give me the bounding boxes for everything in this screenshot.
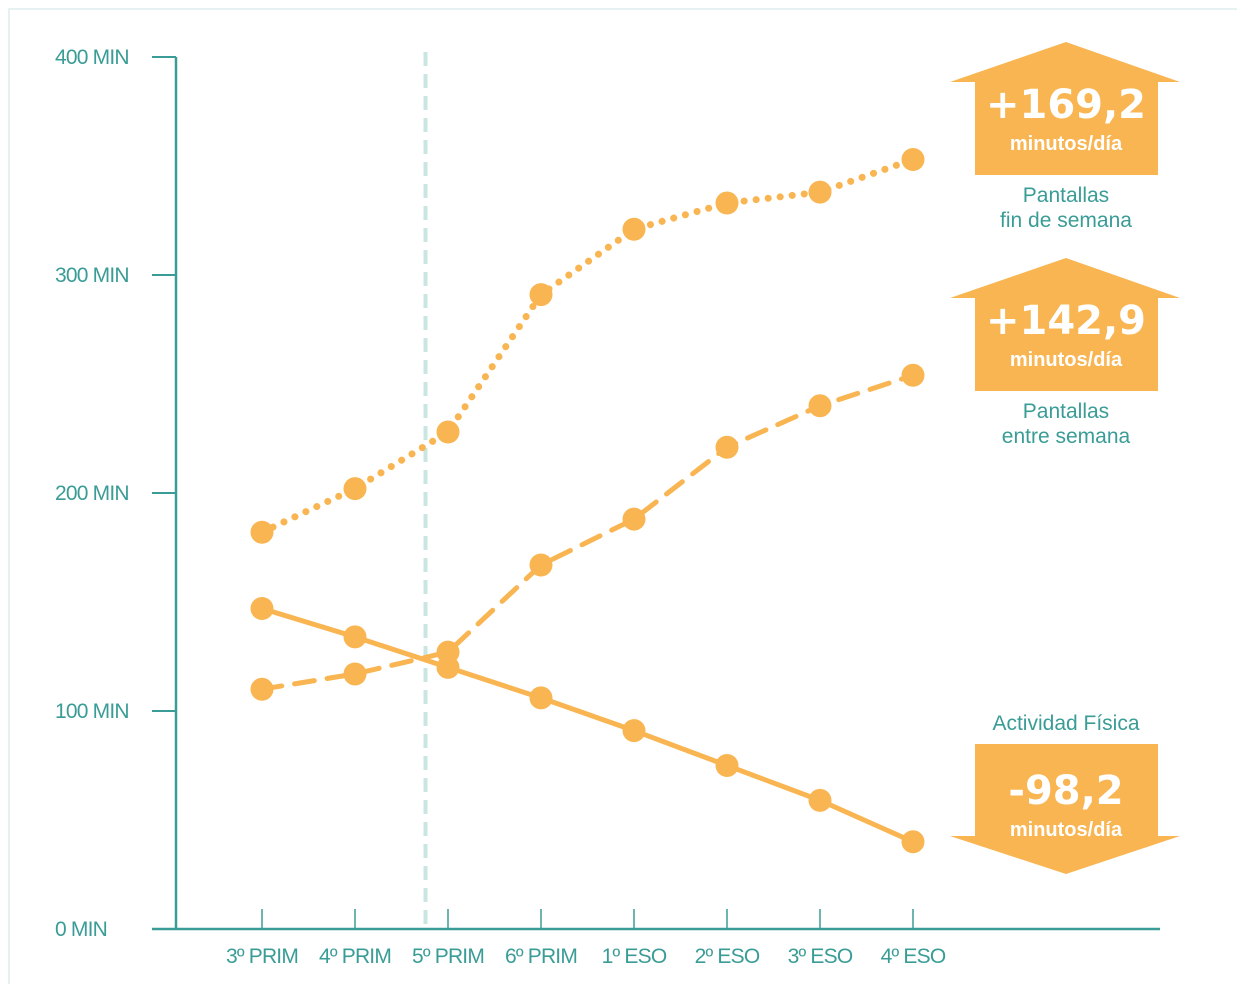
data-point [529,686,553,710]
callout-value: +142,9 [986,298,1146,344]
y-tick-label: 200 MIN [55,482,129,505]
data-point [901,363,925,387]
x-tick-label: 3º ESO [788,945,853,968]
y-tick-label: 300 MIN [55,264,129,287]
x-tick-label: 6º PRIM [505,945,577,968]
x-tick-label: 2º ESO [695,945,760,968]
data-point [901,147,925,171]
data-point [715,191,739,215]
data-point [343,625,367,649]
data-point [250,597,274,621]
callout-unit: minutos/día [1010,349,1123,371]
series-dotted [250,147,925,544]
callout-caption: Pantallas [1023,184,1109,207]
data-point [622,507,646,531]
data-point [343,662,367,686]
series-layer [250,147,925,854]
series-dashed [250,363,925,701]
y-tick-label: 0 MIN [55,918,107,941]
data-point [529,553,553,577]
data-point [715,435,739,459]
data-point [622,719,646,743]
data-point [808,180,832,204]
x-tick-label: 3º PRIM [226,945,298,968]
callout-caption: fin de semana [1000,209,1132,232]
callout-arrow [950,744,1180,874]
data-point [343,477,367,501]
x-tick-label: 4º ESO [881,945,946,968]
axes: 0 MIN 100 MIN 200 MIN 300 MIN 400 MIN 3º PRIM… [55,46,1160,968]
callout-3: -98,2 minutos/día Actividad Física [950,712,1180,874]
callout-arrow [950,258,1180,391]
data-point [250,677,274,701]
data-point [529,283,553,307]
callout-unit: minutos/día [1010,819,1123,841]
x-tick-label: 5º PRIM [412,945,484,968]
series-line [259,606,916,845]
data-point [250,520,274,544]
data-point [436,655,460,679]
chart-frame [8,8,1237,984]
callout-value: +169,2 [986,82,1146,128]
data-point [622,217,646,241]
series-line [259,372,916,692]
callout-value: -98,2 [1008,768,1123,814]
series-solid [250,597,925,854]
callout-arrow [950,42,1180,175]
x-tick-label: 4º PRIM [319,945,391,968]
y-tick-label: 100 MIN [55,700,129,723]
data-point [808,788,832,812]
data-point [901,830,925,854]
callout-caption: Pantallas [1023,400,1109,423]
series-line [258,155,917,536]
callout-caption: Actividad Física [992,712,1139,735]
y-tick-label: 400 MIN [55,46,129,69]
data-point [436,420,460,444]
callout-unit: minutos/día [1010,133,1123,155]
callout-caption: entre semana [1002,425,1131,448]
data-point [715,754,739,777]
x-tick-label: 1º ESO [602,945,667,968]
data-point [808,394,832,418]
